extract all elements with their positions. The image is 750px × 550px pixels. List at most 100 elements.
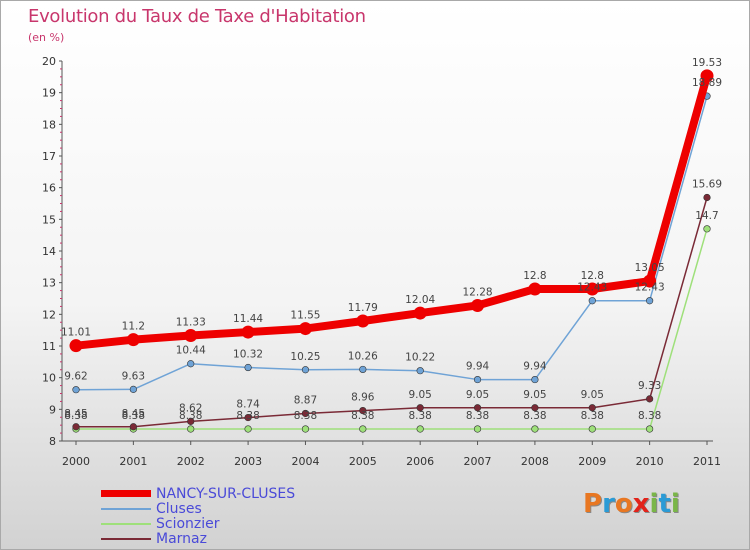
logo-letter: P	[583, 489, 603, 519]
x-tick-label: 2011	[693, 455, 721, 468]
proxiti-logo: Proxiti	[583, 489, 680, 519]
data-point	[528, 282, 542, 296]
data-point	[473, 425, 482, 433]
data-point	[72, 386, 80, 394]
x-tick-label: 2005	[349, 455, 377, 468]
data-point	[531, 375, 539, 384]
data-label: 11.01	[61, 327, 91, 339]
data-label: 10.44	[176, 345, 206, 357]
data-label: 15.69	[692, 178, 722, 190]
legend-swatch	[101, 523, 151, 525]
data-label: 18.89	[692, 77, 722, 89]
legend-swatch	[101, 538, 151, 540]
data-label: 11.2	[122, 321, 145, 333]
y-tick-label: 10	[42, 372, 56, 385]
data-label: 8.38	[351, 410, 374, 422]
data-label: 8.38	[122, 410, 145, 422]
data-point	[72, 423, 80, 431]
y-tick-label: 17	[42, 150, 56, 163]
data-label: 9.62	[64, 371, 87, 383]
logo-letter: r	[602, 489, 615, 519]
data-label: 13.05	[635, 262, 665, 274]
logo-letter: i	[649, 489, 659, 519]
data-point	[471, 298, 485, 312]
data-point	[588, 297, 596, 305]
data-point	[643, 274, 657, 288]
y-tick-label: 9	[49, 403, 56, 416]
data-point	[244, 413, 252, 422]
y-tick-label: 20	[42, 55, 56, 68]
y-tick-label: 14	[42, 245, 56, 258]
data-point	[356, 314, 370, 328]
data-label: 8.87	[294, 394, 317, 406]
legend-label: Scionzier	[156, 516, 220, 532]
x-tick-label: 2002	[177, 455, 205, 468]
data-label: 9.05	[581, 389, 604, 401]
data-label: 8.38	[638, 410, 661, 422]
data-point	[187, 417, 195, 425]
chart-subtitle: (en %)	[28, 31, 65, 44]
legend-label: NANCY-SUR-CLUSES	[156, 486, 296, 502]
data-label: 8.38	[294, 410, 317, 422]
data-point	[126, 333, 140, 347]
chart-title: Evolution du Taux de Taxe d'Habitation	[28, 6, 366, 27]
data-label: 8.45	[64, 408, 87, 420]
data-label: 11.55	[290, 310, 320, 322]
data-point	[244, 363, 252, 372]
data-point	[585, 282, 599, 296]
data-point	[241, 325, 255, 339]
data-label: 8.38	[581, 410, 604, 422]
x-tick-label: 2000	[62, 455, 90, 468]
logo-letter: t	[658, 489, 671, 519]
data-label: 9.63	[122, 370, 145, 382]
data-label: 9.05	[523, 389, 546, 401]
x-tick-label: 2009	[578, 455, 606, 468]
data-label: 11.79	[348, 302, 378, 314]
data-point	[298, 322, 312, 336]
legend-label: Cluses	[156, 501, 202, 517]
logo-letter: i	[670, 489, 680, 519]
data-point	[473, 375, 482, 384]
data-point	[184, 329, 198, 343]
y-tick-label: 8	[49, 435, 56, 448]
data-label: 10.25	[290, 351, 320, 363]
data-label: 9.33	[638, 380, 661, 392]
data-label: 12.8	[523, 270, 546, 282]
data-point	[700, 69, 714, 83]
data-label: 8.38	[523, 410, 546, 422]
logo-letter: o	[614, 489, 633, 519]
data-point	[69, 339, 83, 353]
data-label: 12.8	[581, 270, 604, 282]
data-point	[359, 407, 367, 415]
data-point	[473, 404, 482, 412]
data-point	[129, 385, 137, 393]
legend-label: Marnaz	[156, 531, 207, 547]
data-point	[301, 409, 310, 418]
data-point	[416, 404, 424, 412]
data-point	[646, 395, 654, 403]
y-tick-label: 19	[42, 87, 56, 100]
data-label: 11.44	[233, 313, 263, 325]
data-point	[359, 365, 367, 374]
data-label: 8.38	[179, 410, 202, 422]
data-label: 14.7	[695, 210, 718, 222]
data-label: 12.43	[635, 282, 665, 294]
data-point	[588, 404, 596, 412]
x-tick-label: 2006	[406, 455, 434, 468]
data-label: 8.74	[236, 399, 260, 411]
x-tick-label: 2010	[636, 455, 664, 468]
data-point	[359, 425, 367, 433]
data-point	[244, 425, 252, 433]
data-label: 8.96	[351, 392, 375, 404]
data-point	[416, 425, 424, 433]
x-tick-label: 2007	[464, 455, 492, 468]
data-label: 8.45	[122, 408, 145, 420]
data-label: 8.38	[408, 410, 431, 422]
data-label: 11.33	[176, 317, 206, 329]
data-point	[646, 297, 654, 305]
series-line-nancy-sur-cluses	[72, 71, 711, 350]
legend-swatch	[101, 508, 151, 510]
data-label: 12.04	[405, 294, 435, 306]
legend-swatch	[101, 490, 151, 497]
